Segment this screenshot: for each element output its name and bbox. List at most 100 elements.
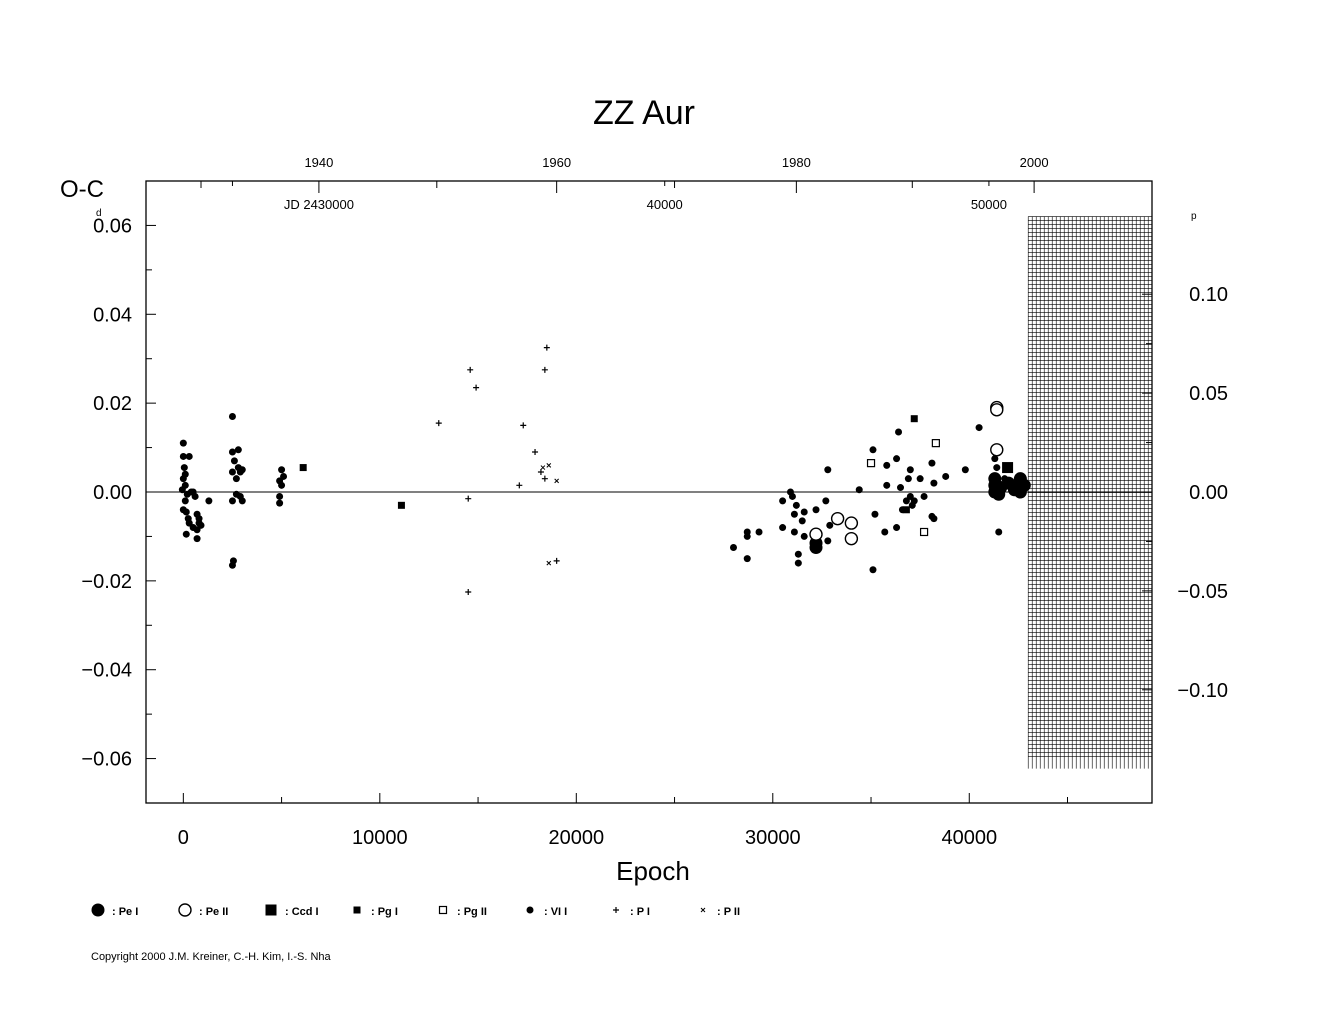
legend-label: : VI I [544, 906, 567, 918]
data-point [883, 461, 891, 469]
data-point [537, 469, 544, 476]
y-tick-label: 0.04 [93, 304, 132, 326]
data-point [993, 464, 1001, 472]
data-point [893, 524, 901, 532]
chart-title: ZZ Aur [593, 94, 695, 132]
data-point [276, 492, 284, 500]
data-point [541, 475, 548, 482]
data-point [869, 566, 877, 574]
data-point [465, 588, 472, 595]
data-point [942, 472, 950, 480]
data-point [178, 486, 186, 494]
year-tick-label: 1960 [542, 155, 571, 170]
data-point [898, 506, 906, 514]
data-point [930, 515, 938, 523]
legend: : Pe I: Pe II: Ccd I: Pg I: Pg II: VI I:… [91, 903, 740, 918]
data-point [743, 532, 751, 540]
data-point [871, 510, 879, 518]
legend-marker [526, 906, 534, 914]
legend-label: : Ccd I [285, 906, 319, 918]
data-point [238, 497, 246, 505]
data-point [473, 384, 480, 391]
data-point [197, 521, 205, 529]
data-point [234, 446, 242, 454]
legend-marker [700, 907, 706, 913]
data-point [541, 366, 548, 373]
right-tick-label: −0.10 [1177, 680, 1228, 702]
jd-label: 40000 [647, 197, 683, 212]
legend-label: : Pe II [199, 906, 228, 918]
data-point [902, 506, 910, 514]
data-point [800, 532, 808, 540]
y-tick-label: 0.06 [93, 215, 132, 237]
data-point [790, 510, 798, 518]
legend-label: : P I [630, 906, 650, 918]
legend-marker [178, 903, 192, 917]
y-axis-label: O-C [60, 176, 104, 203]
data-point [919, 527, 929, 537]
data-point [906, 466, 914, 474]
data-point [931, 439, 940, 448]
data-point [276, 499, 284, 507]
year-tick-label: 1980 [782, 155, 811, 170]
data-point [869, 446, 877, 454]
right-axis-unit: p [1191, 211, 1197, 222]
data-point [809, 541, 823, 555]
data-point [893, 455, 901, 463]
y-tick-label: −0.02 [81, 571, 132, 593]
data-point [794, 559, 802, 567]
legend-label: : Pg II [457, 906, 487, 918]
data-point [920, 492, 928, 500]
data-point [755, 528, 763, 536]
data-point [193, 535, 201, 543]
series-pe-i [809, 472, 1031, 555]
data-point [195, 515, 203, 523]
hatched-area [1027, 216, 1152, 769]
data-point [916, 475, 924, 483]
data-point [278, 466, 286, 474]
data-point [397, 501, 405, 509]
data-point [189, 488, 197, 496]
data-point [798, 517, 806, 525]
data-point [844, 531, 859, 546]
data-point [179, 475, 187, 483]
data-point [182, 508, 190, 516]
data-point [743, 555, 751, 563]
data-point [435, 420, 442, 427]
data-point [928, 459, 936, 467]
data-point [232, 475, 240, 483]
legend-marker [613, 907, 619, 913]
series-ccd-i [1002, 462, 1014, 474]
data-point [779, 497, 787, 505]
data-point [910, 415, 918, 423]
data-point [792, 501, 800, 509]
legend-marker [438, 905, 448, 915]
right-tick-label: −0.05 [1177, 581, 1228, 603]
data-point [800, 508, 808, 516]
data-point [228, 448, 236, 456]
legend-label: : P II [717, 906, 740, 918]
data-point [961, 466, 969, 474]
data-point [1002, 462, 1014, 474]
y-tick-label: −0.04 [81, 660, 132, 682]
x-tick-label: 20000 [548, 827, 604, 849]
data-point [995, 528, 1003, 536]
data-point [822, 497, 830, 505]
year-tick-label: 2000 [1020, 155, 1049, 170]
data-point [228, 412, 236, 420]
data-point [866, 459, 876, 468]
axes: 0 10000 20000 30000 40000 −0.06 −0.04 −0.02 0.00… [81, 155, 1228, 849]
data-point [824, 537, 832, 545]
data-point [467, 366, 474, 373]
data-point [895, 428, 903, 436]
data-point [788, 492, 796, 500]
data-point [520, 422, 527, 429]
right-tick-label: 0.10 [1189, 284, 1228, 306]
x-axis-label: Epoch [616, 856, 690, 886]
x-tick-label: 0 [178, 827, 189, 849]
x-tick-label: 30000 [745, 827, 801, 849]
data-point [182, 530, 190, 538]
legend-label: : Pg I [371, 906, 398, 918]
data-point [881, 528, 889, 536]
